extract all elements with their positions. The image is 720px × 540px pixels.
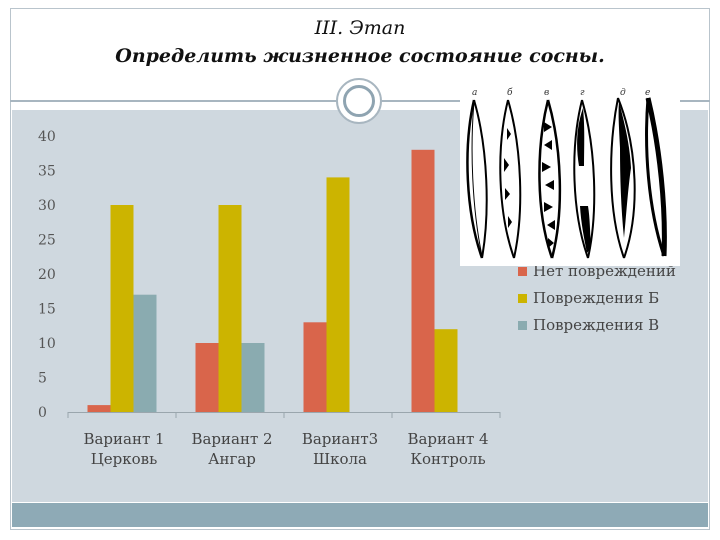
slide-frame [10,8,710,530]
y-tick-label: 5 [38,371,47,387]
circle-ornament-icon [336,78,382,124]
x-category-label: Контроль [410,450,485,468]
title-task: Определить жизненное состояние сосны. [115,45,605,67]
bar-series1-cat3 [303,322,327,412]
y-tick-label: 40 [38,129,56,145]
x-category-label: Ангар [208,450,256,468]
bottom-bar [12,503,708,527]
bar-series2-cat1 [110,205,134,412]
x-category-label: Вариант3 [302,430,378,448]
x-category-label: Церковь [91,450,158,468]
ornament-ring [343,85,375,117]
needle-letter-e: е [645,88,651,98]
y-tick-label: 35 [38,164,56,180]
y-tick-label: 25 [38,233,56,249]
y-tick-label: 30 [38,198,56,214]
legend-label: Повреждения В [533,316,659,334]
needle-letter-b: б [507,88,513,98]
legend-swatch [518,267,527,276]
x-category-label: Вариант 4 [407,430,488,448]
y-tick-label: 20 [38,267,56,283]
pine-needle-damage-figure: а б в г д е [460,88,680,266]
y-tick-label: 0 [38,405,47,421]
y-tick-label: 15 [38,302,56,318]
slide-title: III. Этап Определить жизненное состояние… [0,14,720,70]
legend-label: Нет повреждений [533,262,676,280]
needle-letter-a: а [472,88,478,98]
needle-letter-d: д [620,88,626,98]
legend-swatch [518,321,527,330]
bar-series2-cat3 [326,177,350,412]
legend-swatch [518,294,527,303]
bar-series2-cat2 [218,205,242,412]
needle-d [610,97,636,259]
needle-e [645,97,667,257]
x-category-label: Вариант 1 [83,430,164,448]
needle-a [466,99,488,259]
bar-series1-cat4 [411,149,435,413]
legend-label: Повреждения Б [533,289,659,307]
needle-drawings [466,97,667,259]
bar-series2-cat4 [434,329,458,412]
x-category-label: Вариант 2 [191,430,272,448]
bar-series3-cat2 [241,343,265,412]
needle-letter-g: г [580,88,585,98]
bar-series1-cat1 [87,405,111,412]
needle-v [538,99,562,259]
bar-series3-cat1 [133,294,157,412]
x-category-label: Школа [313,450,367,468]
y-tick-label: 10 [38,336,56,352]
needle-b [499,99,522,259]
needle-letter-v: в [544,88,550,98]
needle-g [573,99,596,259]
title-stage: III. Этап [314,17,406,39]
bar-series1-cat2 [195,343,219,412]
